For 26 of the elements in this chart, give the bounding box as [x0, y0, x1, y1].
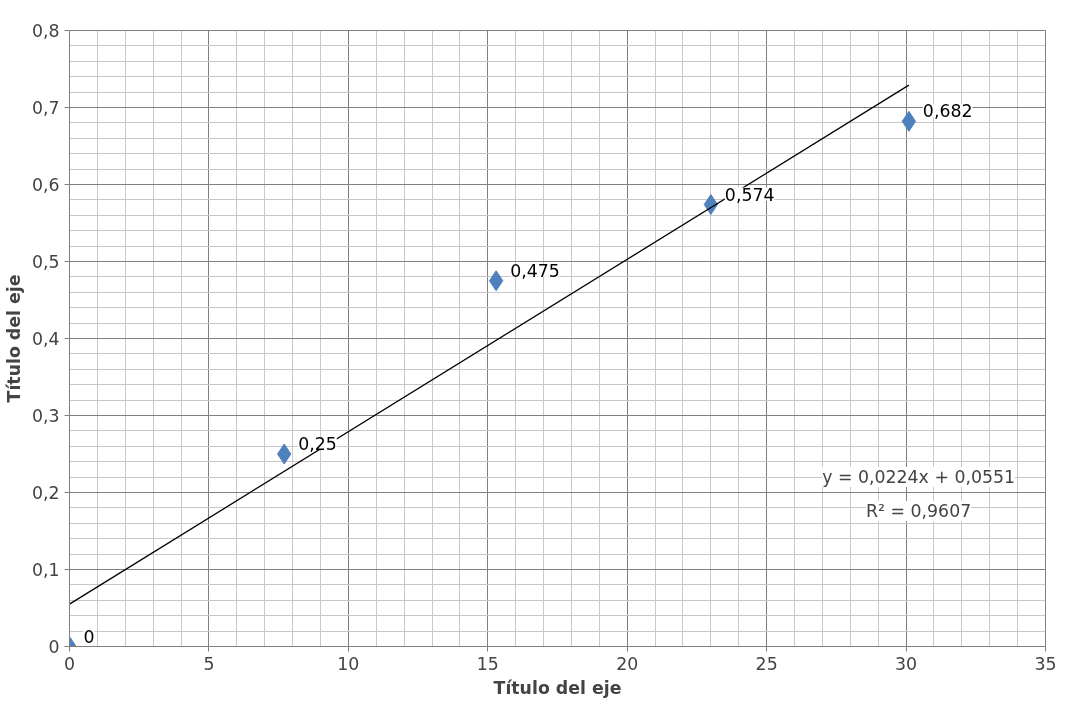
x-tick-label: 5: [203, 653, 215, 674]
annotation: y = 0,0224x + 0,0551: [822, 467, 1016, 488]
y-tick-label: 0,3: [31, 406, 60, 426]
y-tick-label: 0,2: [31, 483, 60, 503]
x-tick-label: 0: [63, 653, 76, 674]
y-tick-label: 0,8: [31, 21, 60, 41]
x-axis-title: Título del eje: [493, 677, 622, 698]
y-tick-label: 0,1: [31, 560, 60, 580]
y-tick-label: 0,5: [31, 252, 60, 272]
data-label: 0,475: [510, 260, 560, 281]
y-tick-label: 0,7: [31, 98, 60, 118]
x-tick-label: 20: [616, 653, 639, 674]
x-tick-label: 15: [476, 653, 499, 674]
data-label: 0: [83, 626, 95, 647]
data-label: 0,682: [922, 101, 973, 122]
y-axis-title: Título del eje: [3, 274, 24, 403]
annotation: R² = 0,9607: [866, 500, 972, 521]
x-tick-label: 25: [755, 653, 778, 674]
x-tick-label: 10: [337, 653, 360, 674]
data-label: 0,25: [298, 434, 337, 454]
data-label: 0,574: [724, 184, 775, 205]
y-tick-label: 0,4: [31, 329, 60, 349]
y-tick-label: 0: [48, 637, 60, 657]
y-tick-label: 0,6: [31, 175, 60, 195]
x-tick-label: 35: [1034, 653, 1057, 674]
x-tick-label: 30: [895, 653, 918, 674]
